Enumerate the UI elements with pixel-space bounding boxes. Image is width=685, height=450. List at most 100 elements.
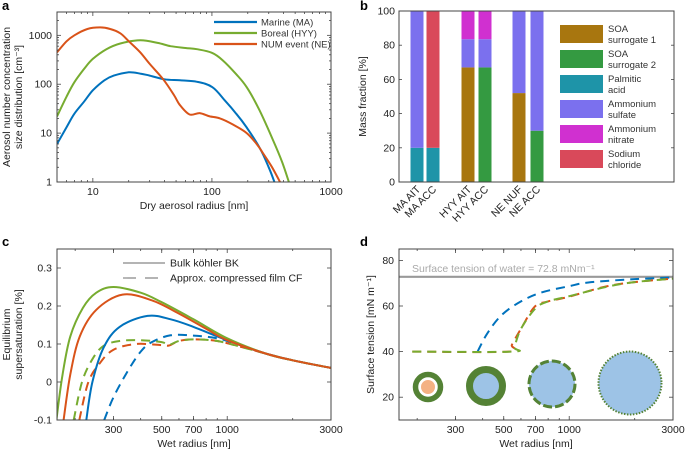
x-tick-label: 3000	[661, 424, 685, 436]
legend-label: Palmitic	[608, 74, 642, 85]
y-tick-label: 40	[383, 108, 395, 120]
panel-d: d Surface tension of water = 72.8 mNm⁻¹ 30…	[360, 234, 685, 450]
series-line-0	[476, 276, 673, 353]
legend-label: Bulk köhler BK	[170, 258, 239, 270]
droplet-small-core-icon	[412, 371, 444, 403]
legend-label: Boreal (HYY)	[261, 29, 317, 40]
x-axis-label: Wet radius [nm]	[499, 438, 572, 450]
legend-label: Approx. compressed film CF	[170, 273, 302, 285]
x-tick-label: 3000	[319, 424, 343, 436]
y-tick-label: 100	[377, 6, 395, 18]
x-tick-label: 1000	[319, 186, 343, 198]
y-tick-label: 0.2	[37, 301, 52, 313]
reference-line-label: Surface tension of water = 72.8 mNm⁻¹	[412, 263, 595, 275]
y-tick-label: 20	[382, 392, 394, 404]
bar-segment	[410, 147, 424, 182]
y-tick-label: 60	[382, 301, 394, 313]
series-line-2	[57, 26, 281, 182]
y-axis-label: supersaturation [%]	[13, 289, 25, 380]
x-tick-label: 700	[185, 424, 203, 436]
x-tick-label: 1000	[216, 424, 240, 436]
y-tick-label: 0	[46, 377, 52, 389]
x-tick-label: 1000	[558, 424, 582, 436]
bar-segment	[426, 147, 440, 182]
y-tick-label: 100	[34, 79, 52, 91]
panel-letter: d	[360, 234, 368, 249]
legend-swatch	[560, 100, 603, 118]
bar-segment	[426, 11, 440, 148]
y-tick-label: 20	[383, 142, 395, 154]
y-axis-label: Aerosol number concentration	[1, 27, 13, 167]
panel-c: c 300 500 700 1000 3000 -0.1 0 0.1 0.2 0.3 Wet radi…	[1, 234, 343, 450]
y-tick-label: 60	[383, 74, 395, 86]
series-line-1	[412, 277, 673, 354]
y-tick-label: 10	[40, 128, 52, 140]
legend-label: NUM event (NE)	[261, 40, 331, 51]
bar-segment	[461, 39, 475, 68]
y-axis-label: Surface tension [mN m⁻¹]	[365, 275, 377, 394]
x-axis-label: Wet radius [nm]	[157, 438, 230, 450]
y-tick-label: 40	[382, 346, 394, 358]
bar-segment	[461, 11, 475, 40]
legend-label: Ammonium	[608, 99, 656, 110]
y-tick-label: 0.3	[37, 263, 52, 275]
panel-letter: c	[2, 234, 9, 249]
bar-segment	[461, 67, 475, 182]
bar-segment	[512, 93, 526, 182]
x-tick-label: 500	[495, 424, 513, 436]
legend-label: surrogate 2	[608, 60, 656, 71]
y-tick-label: 0	[389, 177, 395, 189]
series-line-2	[412, 277, 673, 353]
y-axis-label: Equilibrium	[1, 308, 13, 360]
y-tick-label: 0.1	[37, 339, 52, 351]
legend-swatch	[560, 75, 603, 93]
bar-segment	[478, 39, 492, 68]
legend-label: Sodium	[608, 149, 640, 160]
x-tick-label: 700	[527, 424, 545, 436]
y-axis-label: size distribution [cm⁻³]	[13, 45, 25, 149]
bar-segment	[530, 11, 544, 131]
bar-segment	[512, 11, 526, 94]
legend-label: nitrate	[608, 135, 634, 146]
legend-label: surrogate 1	[608, 35, 656, 46]
series-line-1	[57, 39, 290, 182]
droplet-broken-film-icon	[527, 359, 577, 409]
panel-letter: b	[360, 0, 368, 13]
y-tick-label: 80	[382, 255, 394, 267]
series-line-4	[57, 285, 331, 420]
x-tick-label: 300	[447, 424, 465, 436]
legend-label: sulfate	[608, 110, 636, 121]
panel-a: a 10 100 1000 1 10 100 1000 Dry aerosol radius […	[1, 0, 343, 212]
droplet-icons	[412, 350, 663, 416]
legend-label: Marine (MA)	[261, 18, 313, 29]
y-axis-label: Mass fraction [%]	[357, 56, 369, 137]
bar-segment	[478, 11, 492, 40]
legend-swatch	[560, 50, 603, 68]
x-axis-label: Dry aerosol radius [nm]	[140, 200, 249, 212]
bar-segment	[478, 67, 492, 182]
legend-label: acid	[608, 85, 625, 96]
legend-swatch	[560, 25, 603, 43]
legend-swatch	[560, 125, 603, 143]
legend-label: SOA	[608, 49, 629, 60]
x-tick-label: 300	[105, 424, 123, 436]
droplet-thick-shell-icon	[466, 366, 506, 406]
y-tick-label: 1000	[29, 30, 53, 42]
x-tick-label: 10	[87, 186, 99, 198]
legend-label: chloride	[608, 160, 641, 171]
series-line-5	[62, 293, 331, 420]
plot-frame	[398, 10, 675, 183]
y-tick-label: -0.1	[34, 415, 52, 427]
bar-segment	[530, 130, 544, 182]
plot-frame	[56, 248, 332, 421]
y-tick-label: 80	[383, 40, 395, 52]
panel-letter: a	[2, 0, 10, 13]
series-line-0	[103, 333, 331, 420]
plot-frame	[56, 11, 332, 183]
bar-segment	[410, 11, 424, 148]
plot-frame	[398, 248, 674, 421]
series-line-1	[78, 338, 331, 420]
legend-label: Ammonium	[608, 124, 656, 135]
